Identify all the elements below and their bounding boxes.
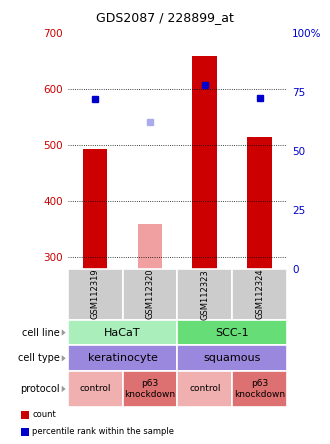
Text: GSM112319: GSM112319: [90, 269, 100, 320]
Text: control: control: [189, 385, 220, 393]
Bar: [83, 149, 108, 269]
Text: squamous: squamous: [204, 353, 261, 363]
Text: cell type: cell type: [17, 353, 59, 363]
Text: p63
knockdown: p63 knockdown: [124, 379, 176, 399]
Text: p63
knockdown: p63 knockdown: [234, 379, 285, 399]
Text: SCC-1: SCC-1: [215, 328, 249, 337]
Text: keratinocyte: keratinocyte: [87, 353, 157, 363]
Text: protocol: protocol: [20, 384, 59, 394]
Text: GSM112323: GSM112323: [200, 269, 209, 320]
Text: count: count: [32, 410, 56, 419]
Text: cell line: cell line: [22, 328, 59, 337]
Bar: [247, 137, 272, 269]
Bar: [192, 56, 217, 269]
Text: HaCaT: HaCaT: [104, 328, 141, 337]
Bar: [138, 224, 162, 269]
Text: GDS2087 / 228899_at: GDS2087 / 228899_at: [96, 11, 234, 24]
Text: control: control: [79, 385, 111, 393]
Text: GSM112320: GSM112320: [146, 269, 154, 320]
Text: GSM112324: GSM112324: [255, 269, 264, 320]
Text: percentile rank within the sample: percentile rank within the sample: [32, 427, 174, 436]
